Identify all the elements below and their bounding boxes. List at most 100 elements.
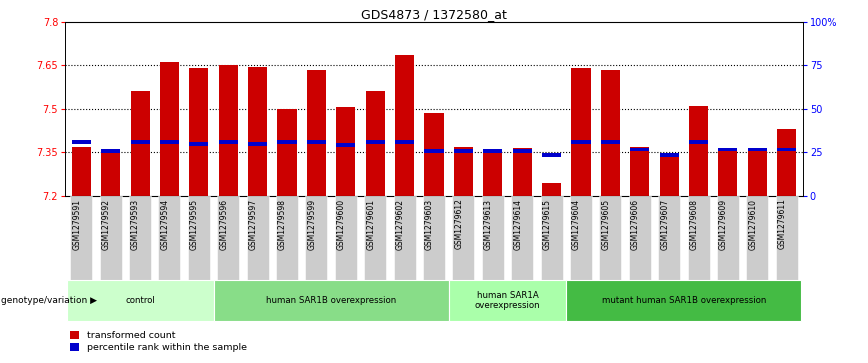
- Bar: [336, 143, 355, 147]
- Bar: [777, 129, 796, 196]
- FancyBboxPatch shape: [276, 196, 298, 280]
- Text: human SAR1B overexpression: human SAR1B overexpression: [266, 296, 397, 305]
- FancyBboxPatch shape: [67, 280, 214, 321]
- Bar: [219, 65, 238, 196]
- FancyBboxPatch shape: [70, 196, 92, 280]
- FancyBboxPatch shape: [247, 196, 269, 280]
- Bar: [571, 140, 590, 144]
- Bar: [278, 109, 297, 196]
- Bar: [571, 68, 590, 196]
- Title: GDS4873 / 1372580_at: GDS4873 / 1372580_at: [361, 8, 507, 21]
- FancyBboxPatch shape: [335, 196, 357, 280]
- FancyBboxPatch shape: [393, 196, 416, 280]
- FancyBboxPatch shape: [658, 196, 681, 280]
- Bar: [483, 151, 503, 196]
- Text: GSM1279599: GSM1279599: [307, 199, 317, 250]
- Bar: [219, 140, 238, 144]
- FancyBboxPatch shape: [746, 196, 768, 280]
- FancyBboxPatch shape: [449, 280, 566, 321]
- Bar: [601, 140, 620, 144]
- Text: GSM1279601: GSM1279601: [366, 199, 375, 249]
- Bar: [101, 150, 120, 196]
- Text: GSM1279600: GSM1279600: [337, 199, 345, 250]
- Text: GSM1279598: GSM1279598: [278, 199, 287, 249]
- FancyBboxPatch shape: [100, 196, 122, 280]
- FancyBboxPatch shape: [214, 280, 449, 321]
- Bar: [660, 155, 679, 196]
- Bar: [130, 91, 149, 196]
- Text: GSM1279594: GSM1279594: [161, 199, 169, 250]
- Bar: [189, 142, 208, 146]
- FancyBboxPatch shape: [717, 196, 739, 280]
- Bar: [248, 67, 267, 196]
- Bar: [130, 140, 149, 144]
- Text: GSM1279610: GSM1279610: [748, 199, 758, 249]
- Bar: [160, 140, 179, 144]
- Text: GSM1279613: GSM1279613: [483, 199, 493, 249]
- Bar: [72, 147, 91, 196]
- FancyBboxPatch shape: [306, 196, 327, 280]
- FancyBboxPatch shape: [482, 196, 503, 280]
- FancyBboxPatch shape: [599, 196, 621, 280]
- FancyBboxPatch shape: [570, 196, 592, 280]
- FancyBboxPatch shape: [776, 196, 798, 280]
- Bar: [365, 91, 385, 196]
- Bar: [395, 140, 414, 144]
- Bar: [72, 140, 91, 144]
- FancyBboxPatch shape: [628, 196, 651, 280]
- Bar: [513, 149, 532, 153]
- Bar: [660, 154, 679, 157]
- Bar: [777, 148, 796, 151]
- Bar: [719, 148, 738, 151]
- Text: GSM1279593: GSM1279593: [131, 199, 140, 250]
- Text: GSM1279591: GSM1279591: [72, 199, 82, 249]
- FancyBboxPatch shape: [187, 196, 210, 280]
- Bar: [748, 148, 767, 151]
- FancyBboxPatch shape: [159, 196, 181, 280]
- Text: GSM1279609: GSM1279609: [719, 199, 728, 250]
- Bar: [365, 140, 385, 144]
- Text: GSM1279611: GSM1279611: [778, 199, 786, 249]
- Text: GSM1279602: GSM1279602: [396, 199, 404, 249]
- Text: mutant human SAR1B overexpression: mutant human SAR1B overexpression: [602, 296, 766, 305]
- FancyBboxPatch shape: [566, 280, 801, 321]
- Legend: transformed count, percentile rank within the sample: transformed count, percentile rank withi…: [69, 331, 247, 352]
- FancyBboxPatch shape: [452, 196, 475, 280]
- Text: genotype/variation ▶: genotype/variation ▶: [1, 296, 97, 305]
- Text: GSM1279605: GSM1279605: [602, 199, 610, 250]
- Bar: [542, 154, 561, 157]
- Text: GSM1279615: GSM1279615: [542, 199, 551, 249]
- Bar: [601, 70, 620, 196]
- FancyBboxPatch shape: [423, 196, 445, 280]
- Text: GSM1279596: GSM1279596: [220, 199, 228, 250]
- FancyBboxPatch shape: [687, 196, 709, 280]
- Text: GSM1279608: GSM1279608: [689, 199, 699, 249]
- Bar: [424, 149, 444, 153]
- Bar: [748, 148, 767, 196]
- Text: GSM1279612: GSM1279612: [454, 199, 464, 249]
- Text: GSM1279606: GSM1279606: [631, 199, 640, 250]
- Bar: [307, 140, 326, 144]
- Text: control: control: [125, 296, 155, 305]
- Bar: [689, 106, 708, 196]
- FancyBboxPatch shape: [129, 196, 151, 280]
- Bar: [689, 140, 708, 144]
- Bar: [278, 140, 297, 144]
- Bar: [160, 62, 179, 196]
- Text: GSM1279592: GSM1279592: [102, 199, 110, 249]
- Bar: [719, 148, 738, 196]
- Bar: [395, 55, 414, 196]
- Bar: [189, 68, 208, 196]
- Bar: [424, 113, 444, 196]
- Bar: [101, 149, 120, 153]
- Text: GSM1279597: GSM1279597: [248, 199, 258, 250]
- Text: GSM1279614: GSM1279614: [513, 199, 523, 249]
- Bar: [630, 147, 649, 196]
- FancyBboxPatch shape: [365, 196, 386, 280]
- Bar: [454, 149, 473, 153]
- Bar: [454, 147, 473, 196]
- Text: GSM1279604: GSM1279604: [572, 199, 581, 250]
- Text: GSM1279603: GSM1279603: [425, 199, 434, 250]
- Bar: [248, 142, 267, 146]
- FancyBboxPatch shape: [511, 196, 533, 280]
